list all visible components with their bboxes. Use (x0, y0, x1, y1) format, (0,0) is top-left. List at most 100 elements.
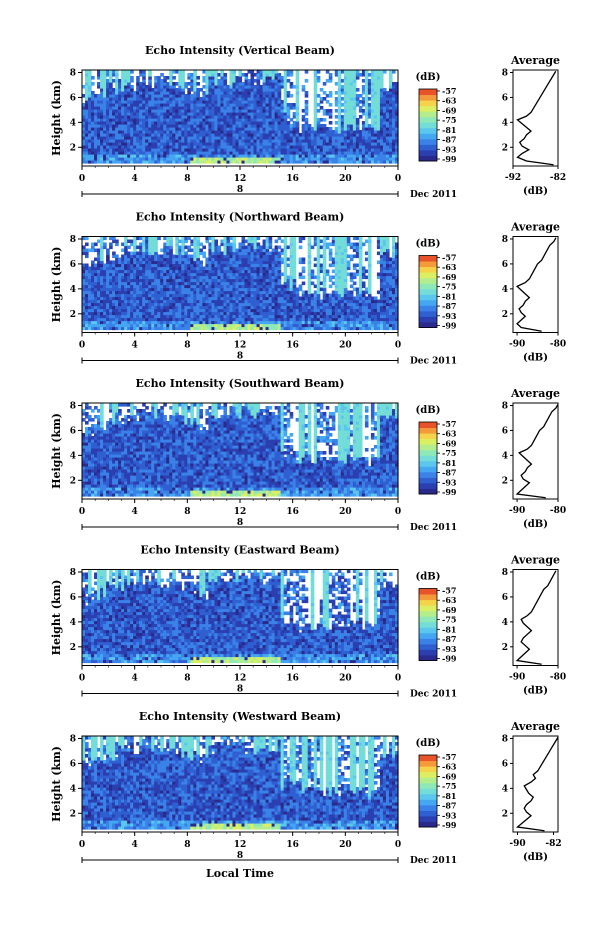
x-tick-label: 16 (286, 174, 299, 184)
y-tick-label: 6 (70, 426, 76, 436)
colorbar-segment (419, 821, 437, 828)
colorbar-tick-label: -57 (442, 419, 456, 429)
average-y-tick-label: 2 (502, 809, 508, 819)
colorbar-tick-label: -99 (442, 820, 457, 830)
colorbar-tick-label: -87 (442, 468, 456, 478)
y-axis-label: Height (km) (50, 746, 63, 822)
x-tick-label: 0 (79, 174, 85, 184)
average-x-label: (dB) (523, 852, 548, 863)
x-tick-label: 4 (132, 674, 138, 684)
heatmap (82, 569, 399, 664)
colorbar-segment (419, 288, 437, 295)
average-frame (512, 69, 559, 167)
colorbar-segment (419, 643, 437, 650)
colorbar-segment (419, 433, 437, 440)
colorbar-segment (419, 649, 437, 656)
average-y-tick-label: 6 (502, 93, 508, 103)
x-tick-label: 0 (395, 174, 401, 184)
average-x-tick-label: -80 (550, 340, 566, 350)
heatmap-title: Echo Intensity (Westward Beam) (139, 710, 341, 723)
average-x-label: (dB) (523, 353, 548, 364)
colorbar-tick-label: -81 (442, 791, 456, 801)
colorbar-segment (419, 610, 437, 617)
x-tick-label: 0 (395, 341, 401, 351)
x-tick-label: 0 (395, 674, 401, 684)
average-title: Average (510, 221, 560, 234)
colorbar-frame (418, 754, 438, 828)
colorbar-tick-label: -69 (442, 771, 457, 781)
x-tick-label: 0 (79, 840, 85, 850)
colorbar-segment (419, 766, 437, 773)
colorbar-segment (419, 422, 437, 429)
average-x-tick-label: -80 (550, 673, 566, 683)
average-frame (512, 236, 559, 333)
colorbar-segment (419, 777, 437, 784)
colorbar-tick-label: -69 (442, 272, 457, 282)
average-x-tick-label: -90 (509, 673, 525, 683)
x-tick-label: 4 (132, 507, 138, 517)
colorbar-tick-label: -81 (442, 291, 456, 301)
colorbar-segment (419, 155, 437, 162)
average-title: Average (510, 387, 560, 400)
colorbar-tick-label: -87 (442, 301, 456, 311)
y-tick-label: 8 (70, 401, 76, 411)
colorbar-segment (419, 105, 437, 112)
colorbar-tick-label: -57 (442, 253, 456, 263)
average-y-tick-label: 4 (502, 618, 508, 628)
x-tick-label: 8 (184, 507, 190, 517)
heatmap (82, 403, 399, 497)
colorbar-tick-label: -99 (442, 654, 457, 664)
colorbar-segment (419, 638, 437, 645)
colorbar-tick-label: -63 (442, 262, 457, 272)
date-marker: 8 (237, 518, 243, 528)
y-tick-label: 4 (70, 618, 76, 628)
colorbar-segment (419, 283, 437, 290)
x-tick-label: 20 (339, 840, 352, 850)
colorbar-tick-label: -57 (442, 586, 456, 596)
heatmap (82, 736, 399, 830)
average-y-tick-label: 2 (502, 310, 508, 320)
colorbar-segment (419, 438, 437, 445)
colorbar-segment (419, 588, 437, 595)
colorbar-segment (419, 793, 437, 800)
panel-3: Echo Intensity (Eastward Beam) 2 4 6 8 Height… (50, 544, 566, 700)
average-x-tick-label: -82 (550, 173, 566, 183)
average-y-tick-label: 6 (502, 260, 508, 270)
average-y-tick-label: 4 (502, 451, 508, 461)
y-axis-label: Height (km) (50, 580, 63, 656)
colorbar-tick-label: -99 (442, 487, 457, 497)
average-x-tick-label: -90 (509, 839, 525, 849)
x-tick-label: 20 (339, 674, 352, 684)
colorbar-segment (419, 127, 437, 134)
colorbar-segment (419, 771, 437, 778)
average-y-tick-label: 6 (502, 593, 508, 603)
y-tick-label: 8 (70, 568, 76, 578)
average-y-tick-label: 6 (502, 759, 508, 769)
date-label: Dec 2011 (410, 856, 457, 866)
colorbar-segment (419, 316, 437, 323)
average-x-label: (dB) (523, 519, 548, 530)
x-tick-label: 4 (132, 174, 138, 184)
colorbar-tick-label: -75 (442, 781, 456, 791)
average-y-tick-label: 4 (502, 118, 508, 128)
x-tick-label: 20 (339, 507, 352, 517)
colorbar-segment (419, 605, 437, 612)
colorbar-segment (419, 144, 437, 151)
colorbar-segment (419, 632, 437, 639)
colorbar-segment (419, 138, 437, 145)
x-tick-label: 4 (132, 840, 138, 850)
date-label: Dec 2011 (410, 357, 457, 367)
average-y-tick-label: 8 (502, 734, 508, 744)
average-x-tick-label: -92 (505, 173, 521, 183)
y-tick-label: 6 (70, 593, 76, 603)
average-profile-line (515, 570, 557, 665)
colorbar-segment (419, 488, 437, 495)
average-x-tick-label: -80 (550, 506, 566, 516)
colorbar-segment (419, 621, 437, 628)
colorbar-segment (419, 294, 437, 301)
x-tick-label: 16 (286, 341, 299, 351)
average-x-tick-label: -90 (509, 506, 525, 516)
x-tick-label: 8 (184, 341, 190, 351)
colorbar-tick-label: -93 (442, 311, 457, 321)
average-x-label: (dB) (523, 686, 548, 697)
